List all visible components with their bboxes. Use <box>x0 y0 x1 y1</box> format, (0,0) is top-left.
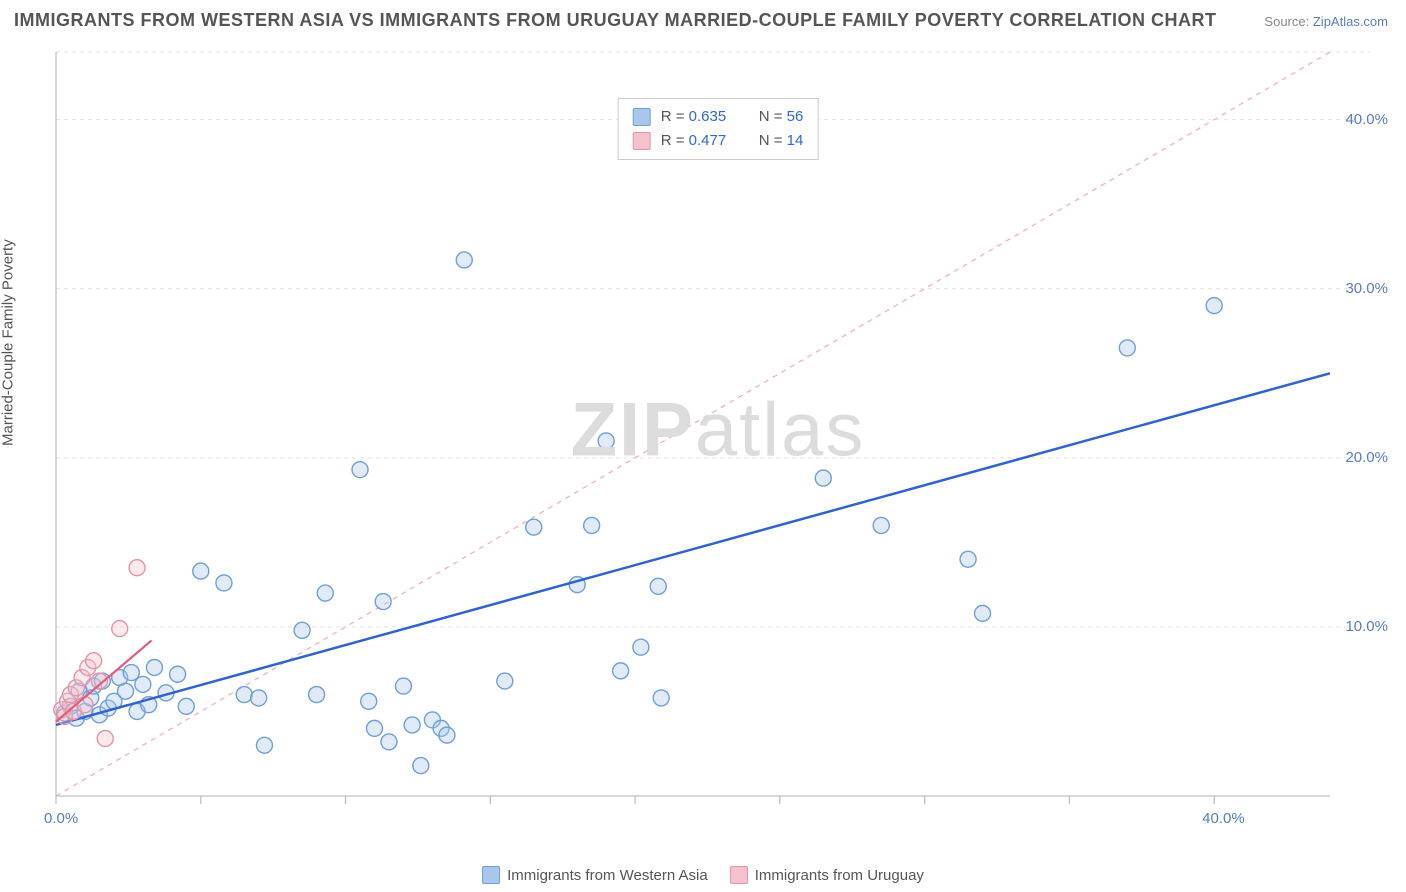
legend-swatch <box>730 866 748 884</box>
y-axis-label: Married-Couple Family Poverty <box>0 239 17 446</box>
legend-item: Immigrants from Uruguay <box>730 866 924 884</box>
source-value: ZipAtlas.com <box>1313 14 1388 29</box>
legend-label: Immigrants from Uruguay <box>755 867 924 884</box>
n-stat: N = 56 <box>759 105 804 129</box>
y-tick-label: 30.0% <box>1345 280 1388 297</box>
legend-swatch <box>482 866 500 884</box>
correlation-row: R = 0.477 N = 14 <box>633 129 804 153</box>
legend-label: Immigrants from Western Asia <box>507 867 708 884</box>
x-tick-label: 40.0% <box>1202 810 1245 827</box>
chart-title: IMMIGRANTS FROM WESTERN ASIA VS IMMIGRAN… <box>14 10 1217 31</box>
correlation-legend: R = 0.635 N = 56R = 0.477 N = 14 <box>618 98 819 160</box>
r-stat: R = 0.477 <box>661 129 726 153</box>
y-tick-label: 20.0% <box>1345 449 1388 466</box>
r-stat: R = 0.635 <box>661 105 726 129</box>
scatter-plot-svg <box>46 46 1390 846</box>
plot-area: ZIPatlas R = 0.635 N = 56R = 0.477 N = 1… <box>46 46 1390 846</box>
source-label: Source: <box>1264 14 1309 29</box>
n-stat: N = 14 <box>759 129 804 153</box>
x-tick-label: 0.0% <box>44 810 78 827</box>
legend-swatch <box>633 132 651 150</box>
correlation-row: R = 0.635 N = 56 <box>633 105 804 129</box>
y-tick-label: 40.0% <box>1345 111 1388 128</box>
y-tick-label: 10.0% <box>1345 618 1388 635</box>
legend-item: Immigrants from Western Asia <box>482 866 708 884</box>
legend-swatch <box>633 108 651 126</box>
series-legend: Immigrants from Western Asia Immigrants f… <box>482 866 924 884</box>
source-attribution: Source: ZipAtlas.com <box>1264 14 1388 29</box>
